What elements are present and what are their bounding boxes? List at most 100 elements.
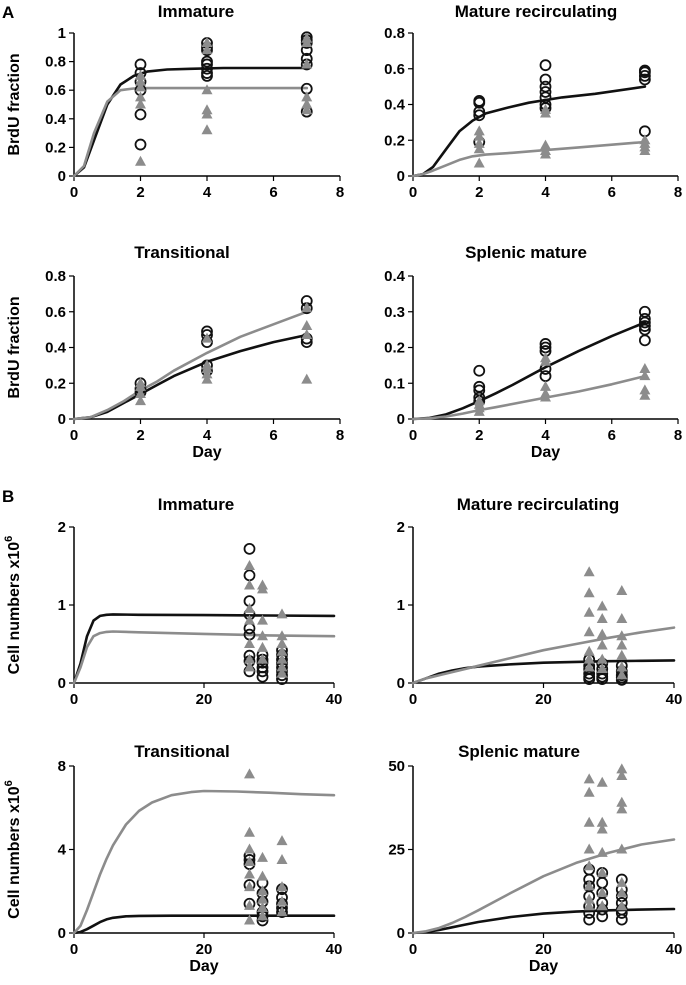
x-tick-label: 6	[269, 184, 277, 201]
y-tick-label: 0.6	[384, 61, 405, 78]
data-point-gray	[596, 662, 608, 673]
fit-curve-gray	[411, 374, 647, 421]
x-tick-label: 40	[326, 691, 343, 708]
x-tick-label: 8	[674, 427, 682, 444]
data-point-black	[638, 66, 651, 79]
data-point-gray	[616, 630, 628, 641]
data-point-gray	[616, 770, 628, 781]
x-axis-label: Day	[192, 444, 221, 461]
data-point-black	[539, 73, 552, 86]
y-axis-label-superscript: 6	[3, 780, 15, 786]
data-point-gray	[257, 630, 268, 641]
y-tick-label: 1	[58, 597, 66, 614]
data-point-gray	[201, 37, 213, 48]
x-tick-label: 40	[666, 941, 683, 958]
x-tick-label: 4	[541, 184, 550, 201]
data-point-gray	[244, 826, 255, 837]
data-point-gray	[616, 886, 628, 897]
data-point-black	[596, 910, 609, 923]
data-point-gray	[639, 384, 651, 395]
x-tick-label: 2	[136, 184, 144, 201]
x-axis-label: Day	[189, 958, 218, 975]
data-point-gray	[596, 776, 608, 787]
data-point-gray	[616, 763, 628, 774]
chart-a4: Splenic mature 0 0.1 0.2 0.3 0.4 0 2 4 6 8 Day	[384, 243, 682, 461]
data-point-gray	[596, 639, 608, 650]
data-point-black	[539, 338, 552, 350]
data-point-black	[201, 70, 213, 82]
data-point-gray	[257, 885, 268, 896]
data-point-black	[243, 569, 256, 582]
data-point-black	[583, 913, 596, 926]
data-point-black	[638, 334, 651, 347]
y-tick-label: 0.3	[384, 304, 405, 321]
data-point-gray	[301, 91, 313, 102]
x-axis-label: Day	[531, 444, 560, 461]
data-point-gray	[583, 606, 595, 617]
y-tick-label: 0	[397, 925, 405, 942]
y-tick-label: 0	[397, 168, 405, 185]
data-point-gray	[596, 816, 608, 827]
data-point-gray	[257, 870, 268, 881]
y-axis-label: Cell numbers x106	[3, 536, 23, 675]
data-point-gray	[616, 843, 628, 854]
y-tick-label: 2	[397, 519, 405, 536]
data-point-gray	[596, 613, 608, 624]
data-point-gray	[596, 823, 608, 834]
data-point-gray	[135, 91, 146, 102]
data-point-black	[638, 73, 651, 86]
x-tick-label: 8	[674, 184, 682, 201]
data-point-gray	[257, 614, 268, 625]
data-point-black	[201, 58, 213, 71]
data-point-gray	[583, 860, 595, 871]
y-tick-label: 0.8	[45, 268, 66, 285]
y-tick-label: 0.2	[384, 132, 405, 149]
data-point-gray	[583, 773, 595, 784]
data-point-gray	[596, 628, 608, 639]
x-tick-label: 8	[336, 184, 344, 201]
data-point-gray	[616, 669, 628, 680]
data-point-black	[134, 138, 147, 151]
data-point-gray	[257, 901, 268, 912]
y-axis-label: Cell numbers x106	[3, 780, 23, 919]
data-point-gray	[135, 155, 146, 166]
data-point-gray	[135, 81, 146, 92]
data-point-gray	[616, 803, 628, 814]
x-tick-label: 6	[608, 184, 616, 201]
data-point-gray	[244, 768, 255, 779]
data-point-gray	[616, 796, 628, 807]
x-tick-label: 0	[70, 184, 78, 201]
y-tick-label: 25	[388, 842, 405, 859]
chart-title: Mature recirculating	[455, 2, 618, 21]
x-tick-label: 6	[269, 427, 277, 444]
data-point-gray	[276, 653, 288, 664]
y-tick-label: 8	[58, 758, 66, 775]
y-tick-label: 0	[58, 411, 66, 428]
data-point-gray	[301, 58, 313, 69]
data-point-gray	[540, 107, 551, 118]
data-point-gray	[201, 124, 213, 135]
x-tick-label: 0	[70, 941, 78, 958]
chart-title: Immature	[158, 495, 235, 514]
data-point-gray	[639, 370, 651, 381]
data-point-black	[201, 62, 213, 75]
y-axis-label: BrdU fraction	[6, 296, 23, 398]
data-point-gray	[257, 653, 268, 664]
y-tick-label: 0	[397, 675, 405, 692]
data-point-gray	[135, 98, 146, 109]
x-tick-label: 4	[203, 427, 212, 444]
x-tick-label: 2	[475, 184, 483, 201]
data-point-gray	[276, 638, 288, 648]
y-tick-label: 0.4	[384, 268, 406, 285]
y-axis-label: BrdU fraction	[6, 53, 23, 155]
x-tick-label: 0	[409, 427, 417, 444]
y-tick-label: 0.2	[45, 375, 66, 392]
data-point-gray	[616, 900, 628, 911]
data-point-gray	[639, 362, 651, 373]
x-tick-label: 8	[336, 427, 344, 444]
data-point-gray	[583, 900, 595, 911]
data-point-gray	[276, 608, 288, 619]
x-tick-label: 20	[196, 691, 213, 708]
data-point-gray	[244, 899, 255, 910]
data-point-black	[539, 59, 552, 72]
